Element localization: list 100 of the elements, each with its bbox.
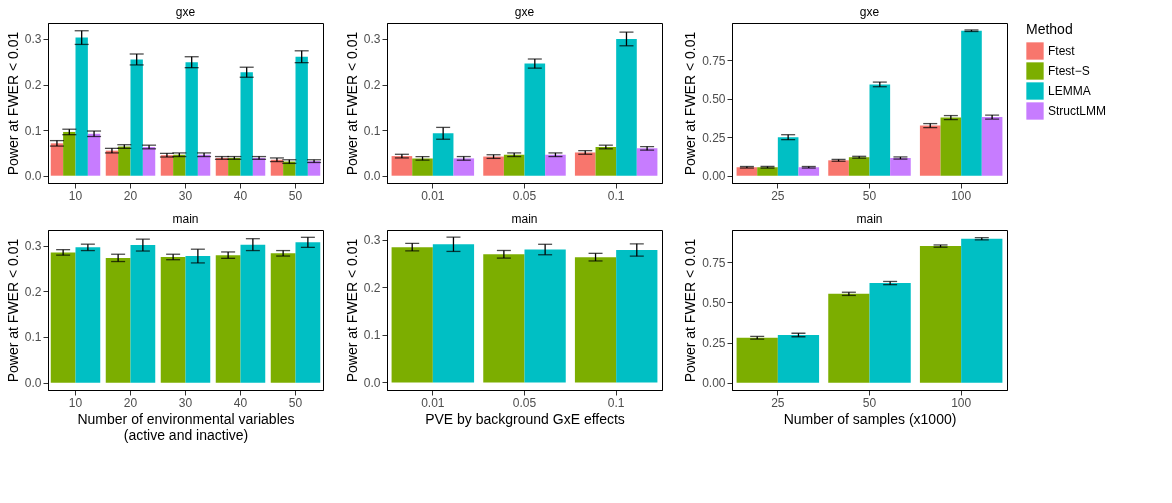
x-axis-title: Number of samples (x1000) [783,410,957,427]
y-tick-label: 0.0 [363,375,381,390]
bar [574,257,617,383]
y-axis-title: Power at FWER < 0.01 [4,238,21,383]
bar [240,72,253,176]
chart-title: main [856,212,883,226]
x-tick-label: 25 [771,395,785,410]
x-tick-label: 100 [951,188,972,203]
y-axis-title: Power at FWER < 0.01 [4,31,21,176]
legend-label: Ftest−S [1048,64,1090,78]
x-tick-label: 20 [123,188,138,203]
legend-title: Method [1026,21,1073,37]
x-axis-title: PVE by background GxE effects [425,410,625,427]
y-tick-label: 0.1 [363,123,381,138]
x-tick-label: 50 [862,395,877,410]
chart-title: gxe [859,5,880,19]
bar [228,157,241,176]
x-tick-label: 0.1 [607,395,625,410]
y-tick-label: 0.2 [363,280,381,295]
bar [432,244,475,383]
y-tick-label: 0.25 [702,336,726,351]
bar [197,154,211,176]
y-tick-label: 0.1 [363,328,381,343]
chart-title: main [172,212,199,226]
y-tick-label: 0.25 [702,130,726,145]
chart-title: gxe [514,5,535,19]
y-axis-title: Power at FWER < 0.01 [682,238,699,383]
y-tick-label: 0.00 [702,169,726,184]
y-tick-label: 0.3 [24,32,42,47]
x-tick-label: 30 [178,395,193,410]
legend-label: Ftest [1048,44,1076,58]
bar [215,157,229,176]
bar [919,246,962,383]
bar [636,148,658,176]
y-tick-label: 0.00 [702,376,726,391]
bar [185,62,198,176]
bar [283,161,296,176]
chart-title: main [511,212,538,226]
x-tick-label: 40 [233,188,248,203]
bar [574,152,596,176]
y-axis-title: Power at FWER < 0.01 [343,31,360,176]
y-tick-label: 0.75 [702,255,726,270]
x-tick-label: 0.01 [421,188,445,203]
bar [75,37,88,176]
y-tick-label: 0.1 [24,123,42,138]
bar [483,254,525,383]
x-tick-label: 20 [123,395,138,410]
x-tick-label: 0.1 [607,188,625,203]
bar [130,59,143,176]
x-tick-label: 100 [951,395,972,410]
bar [961,30,982,176]
y-axis-title: Power at FWER < 0.01 [343,238,360,383]
bar [524,249,566,383]
bar [961,238,1003,383]
y-axis-title: Power at FWER < 0.01 [682,31,699,176]
x-tick-label: 25 [771,188,785,203]
y-tick-label: 0.3 [363,233,381,248]
y-tick-label: 0.75 [702,53,726,68]
y-tick-label: 0.2 [24,284,42,299]
bar [828,160,849,176]
bar [142,146,156,176]
x-tick-label: 50 [862,188,877,203]
y-tick-label: 0.50 [702,295,726,310]
bar [270,159,284,176]
bar [173,154,186,176]
bar [890,158,911,176]
bar [828,293,870,383]
x-tick-label: 10 [68,395,83,410]
y-tick-label: 0.2 [24,78,42,93]
bar [545,154,566,176]
y-tick-label: 0.3 [24,239,42,254]
x-tick-label: 10 [68,188,83,203]
bar [432,133,454,176]
chart-title: gxe [175,5,196,19]
bar [295,242,321,383]
bar [736,337,778,383]
bar [869,283,911,383]
y-tick-label: 0.0 [363,169,381,184]
bar [252,157,266,176]
x-tick-label: 30 [178,188,193,203]
y-tick-label: 0.2 [363,78,381,93]
bar [453,158,475,176]
bar [240,244,266,383]
bar [295,56,308,176]
y-tick-label: 0.1 [24,330,42,345]
y-tick-label: 0.0 [24,376,42,391]
bar [130,245,156,383]
legend-label: StructLMM [1048,104,1107,118]
bar [503,154,525,176]
x-tick-label: 0.05 [512,188,537,203]
bar [118,146,131,176]
x-tick-label: 0.01 [421,395,445,410]
y-tick-label: 0.0 [24,169,42,184]
x-tick-label: 40 [233,395,248,410]
y-tick-label: 0.3 [363,32,381,47]
bar [307,161,321,176]
bar [483,156,504,176]
x-tick-label: 50 [288,188,303,203]
bar [616,250,658,383]
bar [616,38,637,176]
